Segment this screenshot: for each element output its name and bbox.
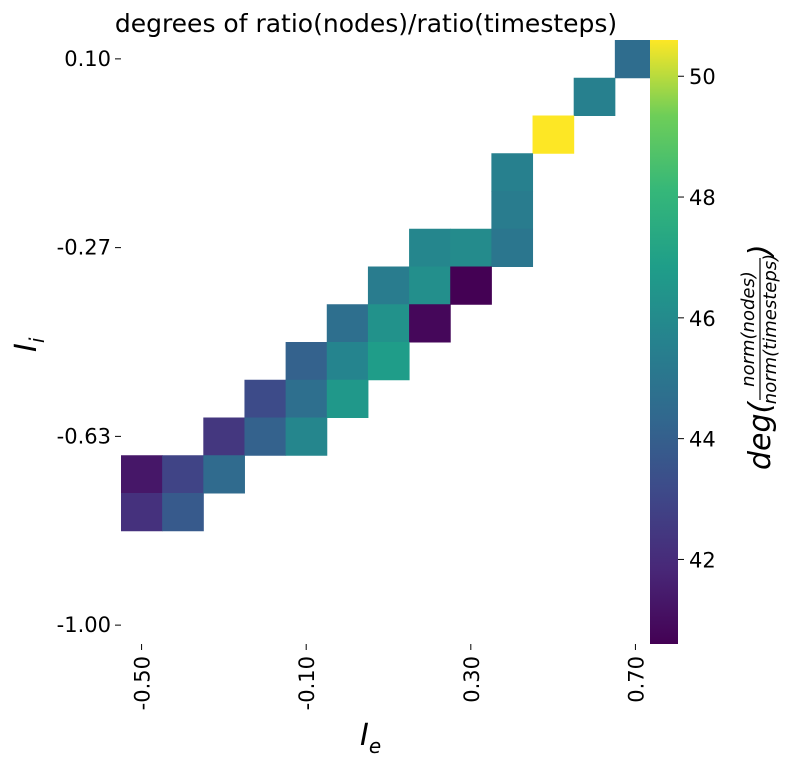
heatmap-cell xyxy=(367,342,410,381)
colorbar-tick-label: 48 xyxy=(689,186,716,210)
colorbar-label-denominator: norm(timesteps) xyxy=(760,254,781,404)
heatmap-cell xyxy=(244,379,287,418)
heatmap-cell xyxy=(285,342,328,381)
heatmap-cell xyxy=(285,379,328,418)
heatmap-cell xyxy=(573,77,616,116)
heatmap-cell xyxy=(326,304,369,343)
heatmap-cell xyxy=(450,266,492,305)
heatmap-cell xyxy=(409,228,451,267)
heatmap-cell xyxy=(491,228,534,267)
heatmap-cell xyxy=(244,417,287,456)
heatmap-cell xyxy=(162,455,204,494)
x-tick-label: 0.30 xyxy=(460,656,484,703)
heatmap-cell xyxy=(532,115,575,154)
y-tick-label: -1.00 xyxy=(57,613,111,637)
colorbar xyxy=(650,40,678,644)
y-axis-ticks: 0.10 -0.27 -0.63 -1.00 xyxy=(57,47,121,637)
colorbar-tick-label: 42 xyxy=(689,548,716,572)
heatmap-cell xyxy=(491,153,534,192)
heatmap-cell xyxy=(121,455,163,494)
y-tick-label: 0.10 xyxy=(64,47,111,71)
heatmap-cell xyxy=(203,417,245,456)
colorbar-tick-label: 50 xyxy=(689,65,716,89)
x-tick-label: -0.10 xyxy=(295,656,319,710)
colorbar-tick-label: 44 xyxy=(689,428,716,452)
heatmap-cell xyxy=(614,40,657,79)
x-tick-label: -0.50 xyxy=(131,656,155,710)
heatmap-cells xyxy=(121,40,657,532)
heatmap-cell xyxy=(326,379,369,418)
colorbar-tick-label: 46 xyxy=(689,307,716,331)
heatmap-cell xyxy=(367,304,410,343)
colorbar-label: deg( norm(nodes) norm(timesteps) ) xyxy=(738,244,781,470)
heatmap-cell xyxy=(409,266,451,305)
chart-title: degrees of ratio(nodes)/ratio(timesteps) xyxy=(115,9,617,38)
y-tick-label: -0.27 xyxy=(57,236,111,260)
x-tick-label: 0.70 xyxy=(624,656,648,703)
colorbar-label-suffix: ) xyxy=(743,244,778,258)
heatmap-cell xyxy=(162,493,204,532)
heatmap-cell xyxy=(121,493,163,532)
heatmap-cell xyxy=(326,342,369,381)
colorbar-label-prefix: deg( xyxy=(743,400,778,470)
heatmap-cell xyxy=(367,266,410,305)
x-axis-label: Ie xyxy=(360,718,381,758)
y-tick-label: -0.63 xyxy=(57,424,111,448)
y-axis-label: Ii xyxy=(9,337,49,352)
heatmap-cell xyxy=(491,191,534,230)
heatmap-cell xyxy=(285,417,328,456)
heatmap-cell xyxy=(409,304,451,343)
heatmap-cell xyxy=(450,228,492,267)
colorbar-ticks: 42 44 46 48 50 xyxy=(678,65,716,572)
heatmap-cell xyxy=(203,455,245,494)
colorbar-label-numerator: norm(nodes) xyxy=(738,271,759,387)
x-axis-ticks: -0.50 -0.10 0.30 0.70 xyxy=(131,644,648,710)
